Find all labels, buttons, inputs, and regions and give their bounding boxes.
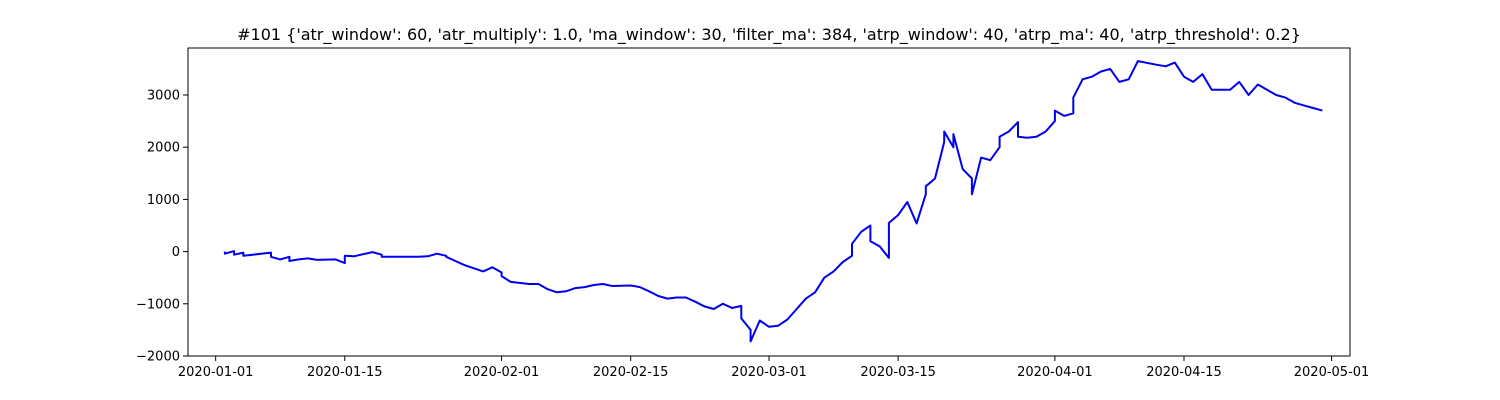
y-tick-label: −2000 xyxy=(136,350,180,365)
y-axis: −2000 −1000 0 1000 2000 3000 xyxy=(136,88,188,365)
x-axis: 2020-01-01 2020-01-15 2020-02-01 2020-02-15… xyxy=(178,356,1369,380)
y-tick-label: 0 xyxy=(172,245,180,260)
y-tick-label: 3000 xyxy=(147,88,180,103)
x-tick-label: 2020-04-15 xyxy=(1146,365,1222,380)
x-tick-label: 2020-03-15 xyxy=(860,365,936,380)
x-tick-label: 2020-01-01 xyxy=(178,365,254,380)
plot-area-frame xyxy=(187,47,1351,357)
series-line-equity xyxy=(223,60,1323,343)
x-tick-label: 2020-03-01 xyxy=(731,365,807,380)
series-group xyxy=(223,60,1323,343)
x-tick-label: 2020-01-15 xyxy=(307,365,383,380)
y-tick-label: 1000 xyxy=(147,193,180,208)
x-tick-label: 2020-04-01 xyxy=(1017,365,1093,380)
x-tick-label: 2020-05-01 xyxy=(1294,365,1370,380)
chart-title: #101 {'atr_window': 60, 'atr_multiply': … xyxy=(237,25,1301,45)
x-tick-label: 2020-02-15 xyxy=(593,365,669,380)
y-tick-label: 2000 xyxy=(147,141,180,156)
y-tick-label: −1000 xyxy=(136,297,180,312)
x-tick-label: 2020-02-01 xyxy=(464,365,540,380)
